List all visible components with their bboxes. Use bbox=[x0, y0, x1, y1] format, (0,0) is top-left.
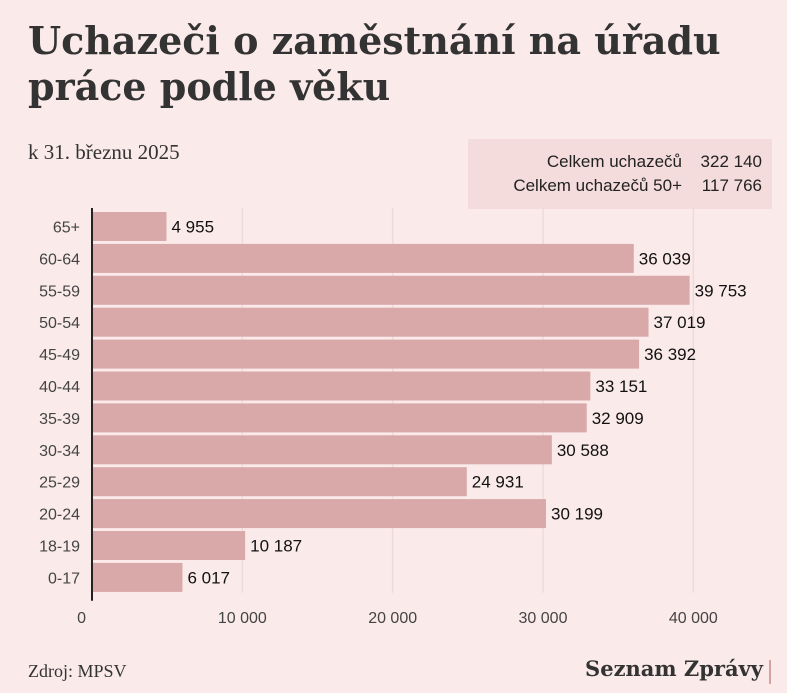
summary-row-total: Celkem uchazečů 322 140 bbox=[547, 152, 762, 172]
category-label: 25-29 bbox=[39, 475, 80, 492]
value-label: 24 931 bbox=[472, 473, 524, 492]
category-label: 40-44 bbox=[39, 379, 80, 396]
bar bbox=[92, 562, 183, 592]
category-labels: 65+ 60-64 55-59 50-54 45-49 40-44 35-39 30-34 25… bbox=[39, 220, 80, 588]
chart-title: Uchazeči o zaměstnání na úřadu práce pod… bbox=[28, 18, 721, 109]
category-label: 65+ bbox=[53, 220, 80, 237]
category-label: 18-19 bbox=[39, 539, 80, 556]
x-tick-label: 0 bbox=[77, 610, 86, 627]
bar bbox=[92, 371, 591, 401]
category-label: 50-54 bbox=[39, 315, 80, 332]
brand-logo: Seznam Zprávy bbox=[585, 656, 763, 681]
bars bbox=[92, 212, 690, 592]
x-tick-label: 30 000 bbox=[519, 610, 568, 627]
value-label: 33 151 bbox=[595, 377, 647, 396]
bar bbox=[92, 243, 634, 273]
bar bbox=[92, 499, 546, 529]
summary-row-50plus: Celkem uchazečů 50+ 117 766 bbox=[513, 176, 762, 196]
value-label: 36 392 bbox=[644, 345, 696, 364]
x-tick-labels: 0 10 000 20 000 30 000 40 000 bbox=[77, 610, 718, 627]
category-label: 0-17 bbox=[48, 570, 80, 587]
bar bbox=[92, 467, 467, 497]
value-label: 32 909 bbox=[592, 409, 644, 428]
x-tick-label: 40 000 bbox=[669, 610, 718, 627]
value-label: 4 955 bbox=[171, 218, 214, 237]
value-label: 10 187 bbox=[250, 537, 302, 556]
value-label: 37 019 bbox=[654, 313, 706, 332]
summary-label: Celkem uchazečů bbox=[546, 152, 682, 171]
category-label: 45-49 bbox=[39, 347, 80, 364]
x-tick-label: 20 000 bbox=[368, 610, 417, 627]
bar bbox=[92, 403, 587, 433]
value-label: 30 199 bbox=[551, 505, 603, 524]
bar bbox=[92, 212, 167, 241]
category-label: 30-34 bbox=[39, 443, 80, 460]
value-label: 30 588 bbox=[557, 441, 609, 460]
chart-subtitle: k 31. březnu 2025 bbox=[28, 140, 180, 164]
bar bbox=[92, 339, 640, 369]
x-tick-label: 10 000 bbox=[218, 610, 267, 627]
summary-value: 117 766 bbox=[701, 176, 762, 195]
category-label: 60-64 bbox=[39, 251, 80, 268]
summary-label: Celkem uchazečů 50+ bbox=[513, 176, 682, 195]
brand-accent bbox=[769, 660, 771, 684]
bar bbox=[92, 307, 649, 337]
category-label: 35-39 bbox=[39, 411, 80, 428]
source-note: Zdroj: MPSV bbox=[28, 661, 127, 681]
value-label: 36 039 bbox=[639, 249, 691, 268]
bar bbox=[92, 435, 552, 465]
category-label: 20-24 bbox=[39, 507, 80, 524]
bar bbox=[92, 531, 246, 560]
value-label: 6 017 bbox=[187, 568, 230, 587]
bar bbox=[92, 275, 690, 305]
summary-box: Celkem uchazečů 322 140 Celkem uchazečů … bbox=[468, 139, 772, 209]
summary-value: 322 140 bbox=[700, 152, 762, 171]
value-label: 39 753 bbox=[695, 281, 747, 300]
category-label: 55-59 bbox=[39, 283, 80, 300]
